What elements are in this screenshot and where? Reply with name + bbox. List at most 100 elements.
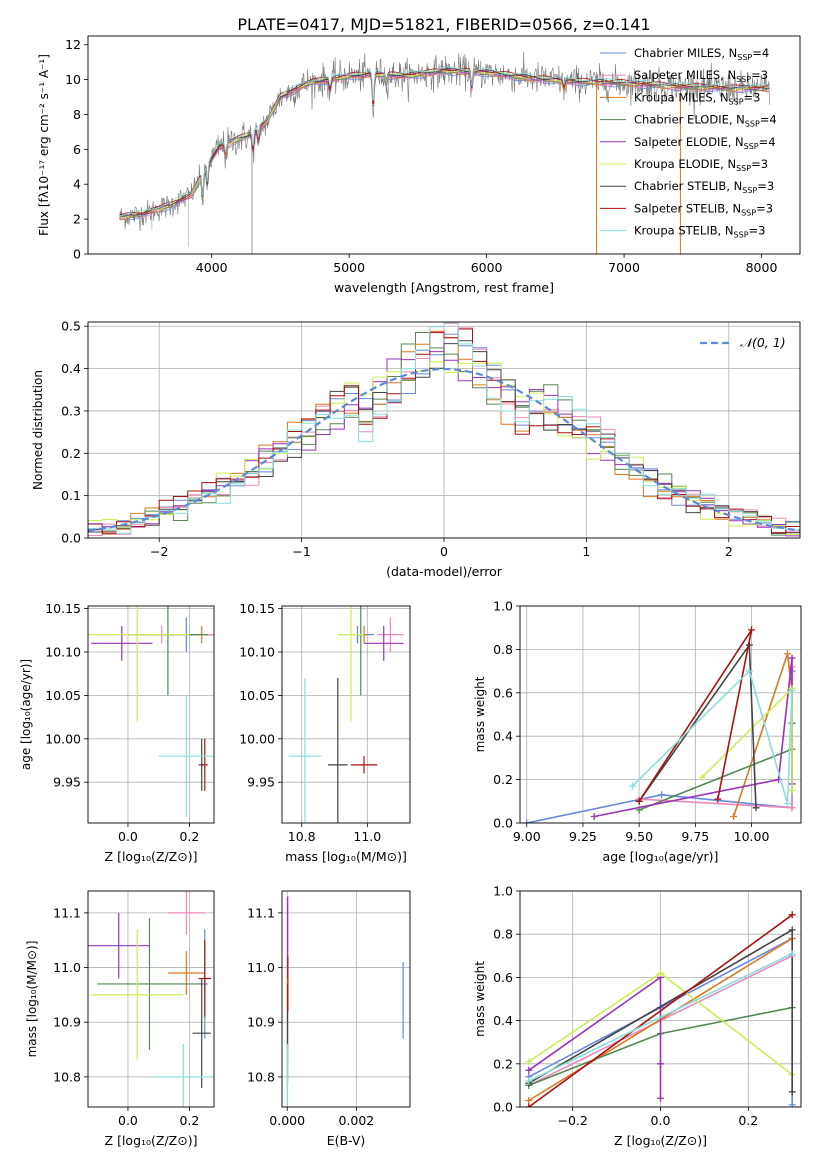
y-tick-label: 10.8 [53,1069,81,1084]
panel-residuals: −2 −1 0 1 2 0.0 0.1 0.2 0.3 0.4 0.5 (data-model)/er… [31,319,801,579]
y-tick-label: 11.1 [247,905,275,920]
y-tick-label: 6 [73,142,81,157]
y-tick-label: 10.05 [239,688,275,703]
plot-area [525,911,796,1107]
y-tick-label: 11.1 [53,905,81,920]
weight-marker [748,626,756,634]
y-axis-label: Flux [fλ10⁻¹⁷ erg cm⁻² s⁻¹ A⁻¹] [37,54,51,236]
weight-marker [525,1077,533,1085]
y-tick-label: 0.6 [493,685,513,700]
weight-marker [745,667,753,675]
x-tick-label: −0.2 [558,1113,588,1128]
weight-marker [525,1103,533,1107]
weight-line-8 [528,914,793,1107]
y-tick-label: 0.2 [61,446,81,461]
x-axis-label: Z [log₁₀(Z/Z⊙)] [105,849,198,864]
legend-entry: Chabrier MILES, NSSP=4 [634,46,769,62]
weight-marker [628,782,636,790]
x-axis-label: age [log₁₀(age/yr)] [603,849,719,864]
y-tick-label: 10.00 [239,731,275,746]
y-tick-label: 11.0 [53,960,81,975]
figure-title: PLATE=0417, MJD=51821, FIBERID=0566, z=0… [237,15,650,34]
weight-marker [788,1088,796,1096]
x-tick-label: 0.000 [269,1113,305,1128]
weight-marker [657,1060,664,1068]
x-axis-label: Z [log₁₀(Z/Z⊙)] [105,1133,198,1148]
x-tick-label: 11.0 [353,829,381,844]
x-tick-label: 0.0 [118,1113,138,1128]
weight-marker [698,773,706,781]
y-tick-label: 0.2 [493,1056,513,1071]
y-tick-label: 0.5 [61,319,81,334]
y-axis-label: mass [log₁₀(M/M⊙)] [25,941,39,1058]
y-tick-label: 0.0 [61,531,81,546]
weight-line-7 [638,642,757,808]
y-tick-label: 10.10 [45,645,81,660]
model-spectrum-9 [119,66,770,217]
legend-entry: Kroupa ELODIE, NSSP=3 [634,157,768,173]
y-tick-label: 2 [73,212,81,227]
y-tick-label: 1.0 [493,599,513,614]
panel-weight-vs-age: 9.00 9.25 9.50 9.75 10.00 0.0 0.2 0.4 0.6 0.8 1.0 a… [473,599,802,864]
y-tick-label: 0.4 [493,1013,513,1028]
y-tick-label: 10.15 [239,601,275,616]
weight-line-9 [631,669,793,804]
y-tick-label: 1.0 [493,884,513,899]
weight-marker [788,911,796,919]
y-tick-label: 10 [65,72,81,87]
weight-marker [788,654,796,662]
weight-marker [784,799,792,807]
plot-area [286,896,404,1107]
normal-curve [88,367,800,532]
weight-marker [788,1101,796,1107]
y-tick-label: 0.2 [493,772,513,787]
y-tick-label: 0.8 [493,927,513,942]
x-tick-label: 0.0 [651,1113,671,1128]
weight-marker [657,969,664,977]
y-tick-label: 10.10 [239,645,275,660]
x-tick-label: 1 [582,544,590,559]
x-tick-label: 2 [725,544,733,559]
legend: 𝒩(0, 1) [700,335,786,350]
panel-mass-vs-ebv: 0.000 0.002 10.8 10.9 11.0 11.1 E(B-V) [247,890,411,1148]
weight-marker [788,950,796,958]
legend-entry: Salpeter ELODIE, NSSP=4 [634,135,776,151]
weight-marker [523,819,531,823]
x-tick-label: 9.25 [569,829,597,844]
x-tick-label: −1 [292,544,310,559]
y-tick-label: 9.95 [53,775,81,790]
plot-area [119,51,770,254]
plot-area [523,626,796,823]
x-tick-label: −2 [150,544,168,559]
x-tick-label: 9.00 [513,829,541,844]
y-tick-label: 10.9 [53,1015,81,1030]
weight-marker [714,795,722,803]
y-axis-label: mass weight [473,961,487,1037]
weight-marker [752,804,760,812]
observed-spectrum [119,51,770,231]
x-tick-label: 4000 [196,260,228,275]
x-axis-label: (data-model)/error [386,564,503,579]
legend-entry: Chabrier STELIB, NSSP=3 [634,179,774,195]
panel-spectrum: 4000 5000 6000 7000 8000 0 2 4 6 8 10 12 wavelength … [37,35,801,295]
weight-marker [590,812,598,820]
y-tick-label: 0.4 [61,361,81,376]
legend-entry: Kroupa MILES, NSSP=3 [634,90,760,106]
x-tick-label: 0.002 [338,1113,374,1128]
legend-entry: Salpeter STELIB, NSSP=3 [634,201,773,217]
weight-marker [730,812,738,820]
axes-frame [519,605,802,824]
axes-frame [87,35,801,255]
plot-area [88,322,800,537]
y-tick-label: 11.0 [247,960,275,975]
x-tick-label: 0.0 [118,829,138,844]
weight-line-5 [594,658,793,818]
y-tick-label: 0 [73,247,81,262]
legend: Chabrier MILES, NSSP=4 Salpeter MILES, NS… [600,46,777,240]
axes-frame [281,890,411,1108]
weight-marker [657,1094,664,1102]
panel-mass-vs-z: 0.0 0.2 10.8 10.9 11.0 11.1 Z [log₁₀(Z/Z⊙)] mas… [25,890,215,1148]
y-tick-label: 0.3 [61,403,81,418]
axes-frame [87,321,801,539]
legend-entry: Salpeter MILES, NSSP=3 [634,68,768,84]
